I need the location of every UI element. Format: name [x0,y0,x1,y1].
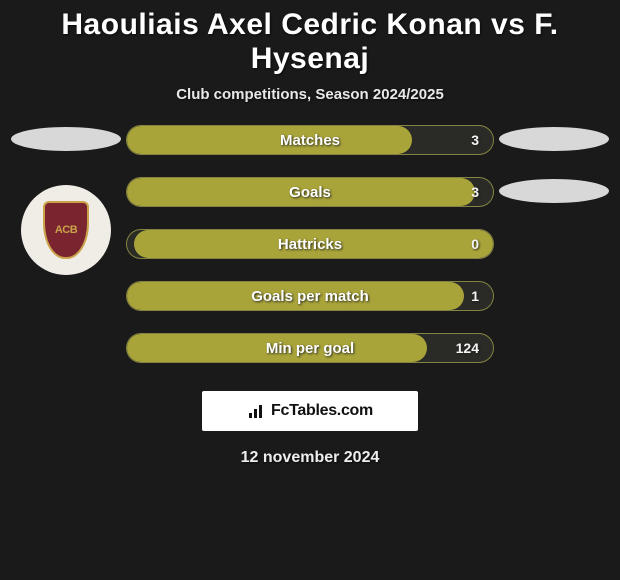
stat-value: 3 [471,132,479,148]
stat-bar: Goals 3 [126,177,494,207]
stat-label: Hattricks [278,236,342,253]
stat-label: Goals [289,184,331,201]
stat-label: Matches [280,132,340,149]
stat-bar: Min per goal 124 [126,333,494,363]
page-subtitle: Club competitions, Season 2024/2025 [0,80,620,121]
comparison-widget: Haouliais Axel Cedric Konan vs F. Hysena… [0,0,620,467]
stats-column: Matches 3 Goals 3 Hattricks 0 Goals per match 1… [126,121,494,367]
club-badge-text: ACB [55,224,77,236]
left-player-column: ACB [6,121,126,367]
stat-value: 0 [471,236,479,252]
stat-value: 1 [471,288,479,304]
stat-value: 124 [456,340,479,356]
stat-label: Goals per match [251,288,369,305]
right-flag-ellipse-1 [499,127,609,151]
bar-chart-icon [247,404,265,418]
page-title: Haouliais Axel Cedric Konan vs F. Hysena… [0,0,620,80]
right-player-column [494,121,614,367]
stat-bar: Matches 3 [126,125,494,155]
brand-badge[interactable]: FcTables.com [202,391,418,431]
stat-fill [127,126,412,154]
right-flag-ellipse-2 [499,179,609,203]
stat-bar: Goals per match 1 [126,281,494,311]
left-club-badge: ACB [21,185,111,275]
main-layout: ACB Matches 3 Goals 3 Hattricks 0 Goals per ma… [0,121,620,367]
snapshot-date: 12 november 2024 [0,431,620,467]
brand-text: FcTables.com [271,402,373,420]
stat-value: 3 [471,184,479,200]
left-flag-ellipse [11,127,121,151]
stat-label: Min per goal [266,340,354,357]
shield-icon: ACB [43,201,89,259]
stat-bar: Hattricks 0 [126,229,494,259]
